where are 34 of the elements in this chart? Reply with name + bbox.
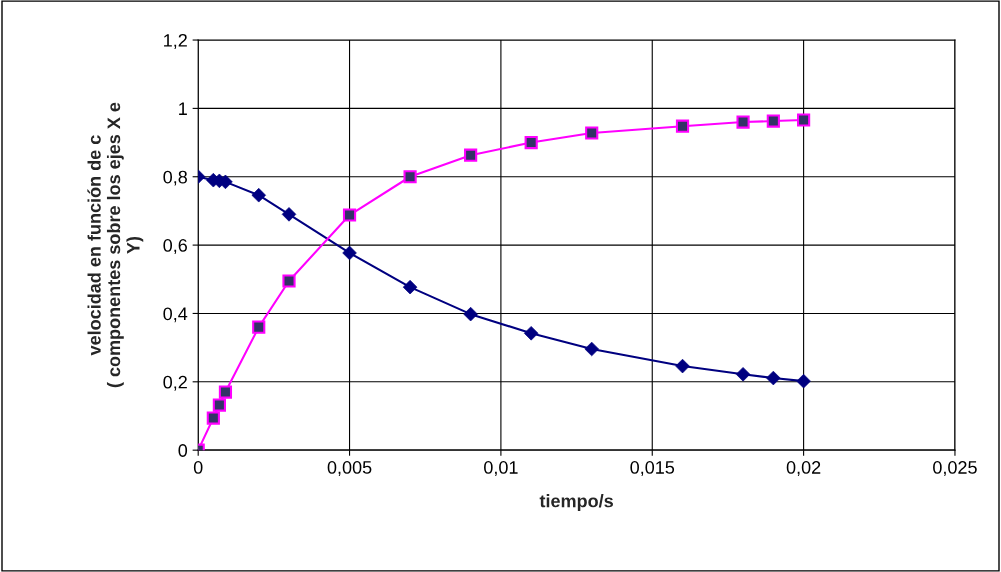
point [206, 411, 220, 425]
x-tick-label: 0,015 [630, 461, 675, 476]
point [675, 119, 690, 133]
point [342, 208, 357, 222]
point [252, 320, 266, 334]
point [464, 148, 478, 162]
point [675, 358, 690, 374]
point [585, 126, 599, 140]
point [797, 113, 811, 127]
point [766, 114, 780, 128]
point [342, 245, 357, 261]
y-tick-label: 1 [179, 102, 187, 115]
x-tick-label: 0,02 [786, 461, 821, 476]
x-tick-label: 0,025 [933, 461, 977, 476]
point [796, 373, 811, 389]
x-axis-title: tiempo/s [539, 494, 613, 511]
y-axis-title: velocidad en función de c ( componentes sobre los ejes X e Y) [87, 102, 144, 388]
point [218, 385, 233, 399]
point [524, 135, 538, 150]
x-tick-label: 0,005 [327, 461, 372, 476]
point [281, 207, 297, 222]
y-tick-label: 0,4 [163, 307, 188, 323]
x-tick-label: 0,01 [484, 461, 518, 476]
y-tick-label: 0,6 [163, 239, 187, 254]
point [403, 170, 417, 184]
point [735, 367, 751, 382]
x-tick-label: 0 [193, 461, 203, 474]
y-tick-label: 0,2 [163, 375, 187, 391]
point [212, 398, 226, 412]
y-tick-label: 0 [178, 444, 188, 457]
y-tick-label: 0,8 [163, 170, 187, 186]
y-tick-label: 1,2 [164, 33, 187, 49]
point [736, 115, 750, 129]
point [282, 274, 296, 288]
